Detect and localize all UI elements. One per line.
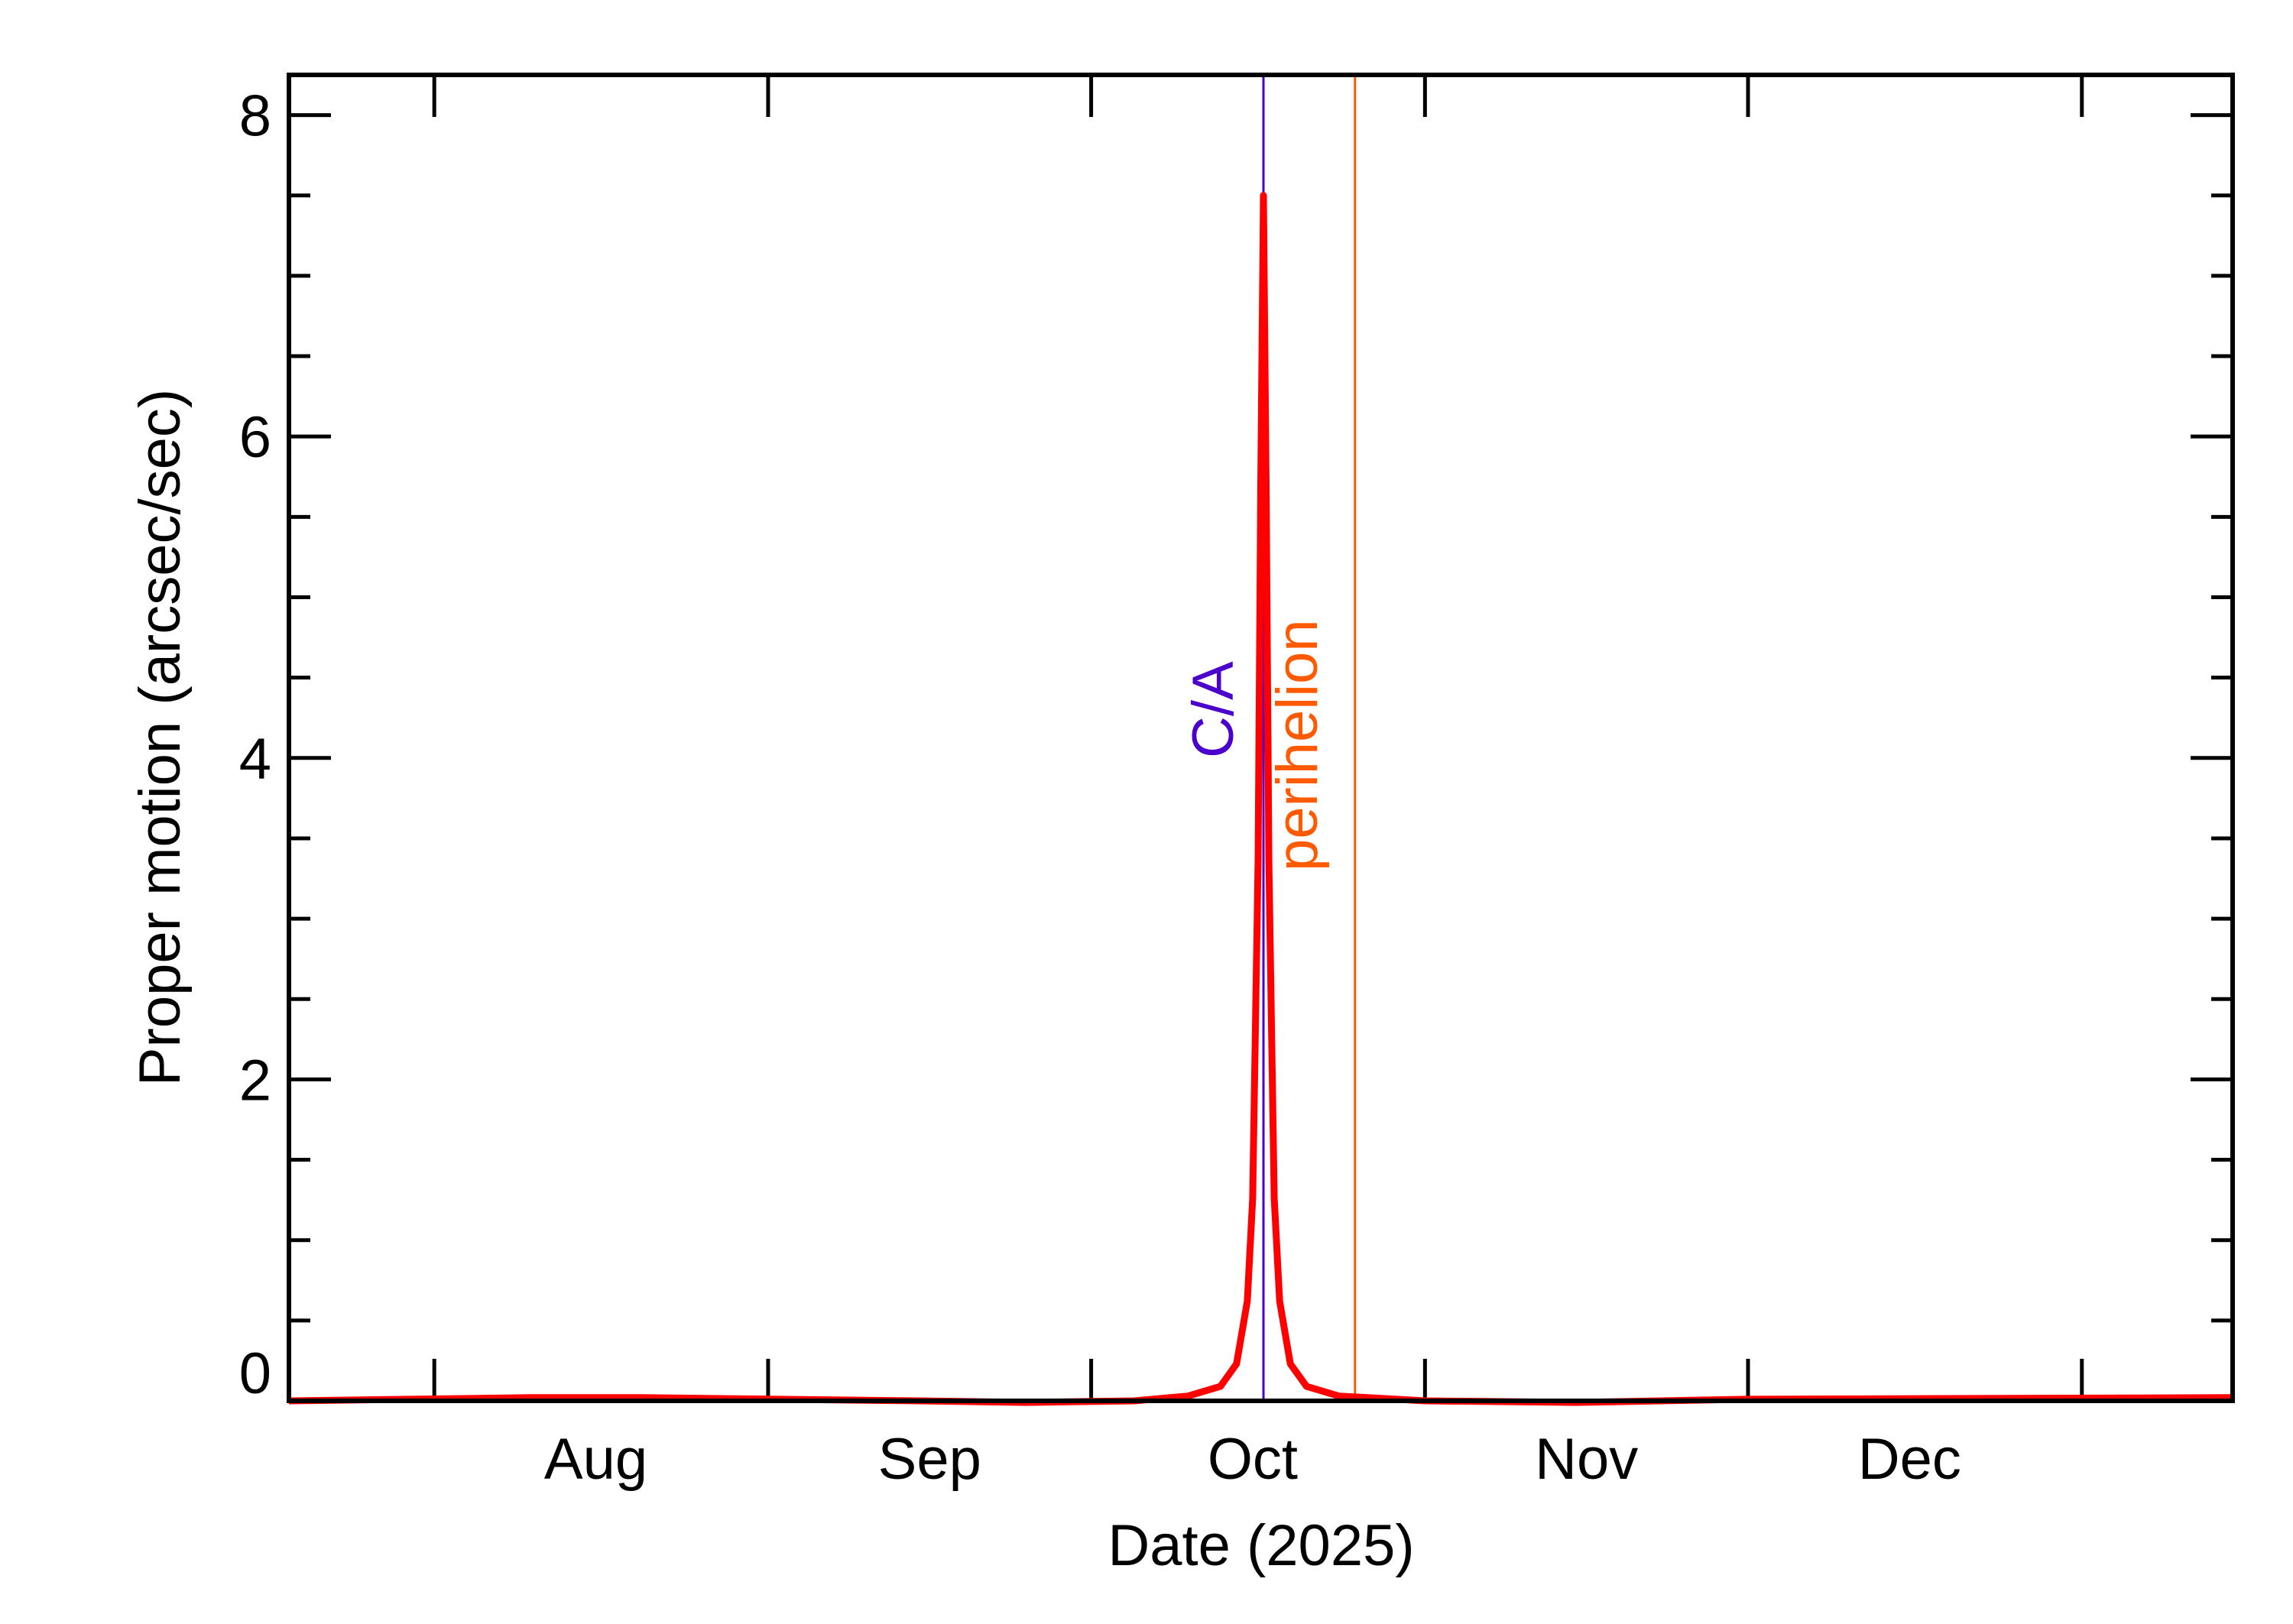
x-tick-label: Aug: [544, 1427, 647, 1492]
annotations-layer: C/A perihelion: [1181, 75, 1357, 1401]
y-tick-label: 2: [239, 1048, 271, 1113]
annotation-label-ca: C/A: [1181, 661, 1246, 758]
x-tick-label: Nov: [1535, 1427, 1638, 1492]
y-tick-label: 6: [239, 405, 271, 470]
y-tick-label: 0: [239, 1341, 271, 1406]
y-tick-label: 4: [239, 727, 271, 792]
tick-labels-layer: Aug Sep Oct Nov Dec 0 2 4 6 8: [239, 84, 1961, 1492]
x-tick-label: Sep: [878, 1427, 981, 1492]
plot-frame: [287, 73, 2235, 1403]
proper-motion-series-line: [288, 192, 2233, 1406]
x-axis-label: Date (2025): [1108, 1513, 1414, 1578]
x-tick-label: Dec: [1858, 1427, 1961, 1492]
annotation-label-perihelion: perihelion: [1265, 619, 1330, 871]
y-tick-label: 8: [239, 84, 271, 149]
x-tick-label: Oct: [1208, 1427, 1298, 1492]
y-axis-label: Proper motion (arcsec/sec): [128, 389, 193, 1086]
